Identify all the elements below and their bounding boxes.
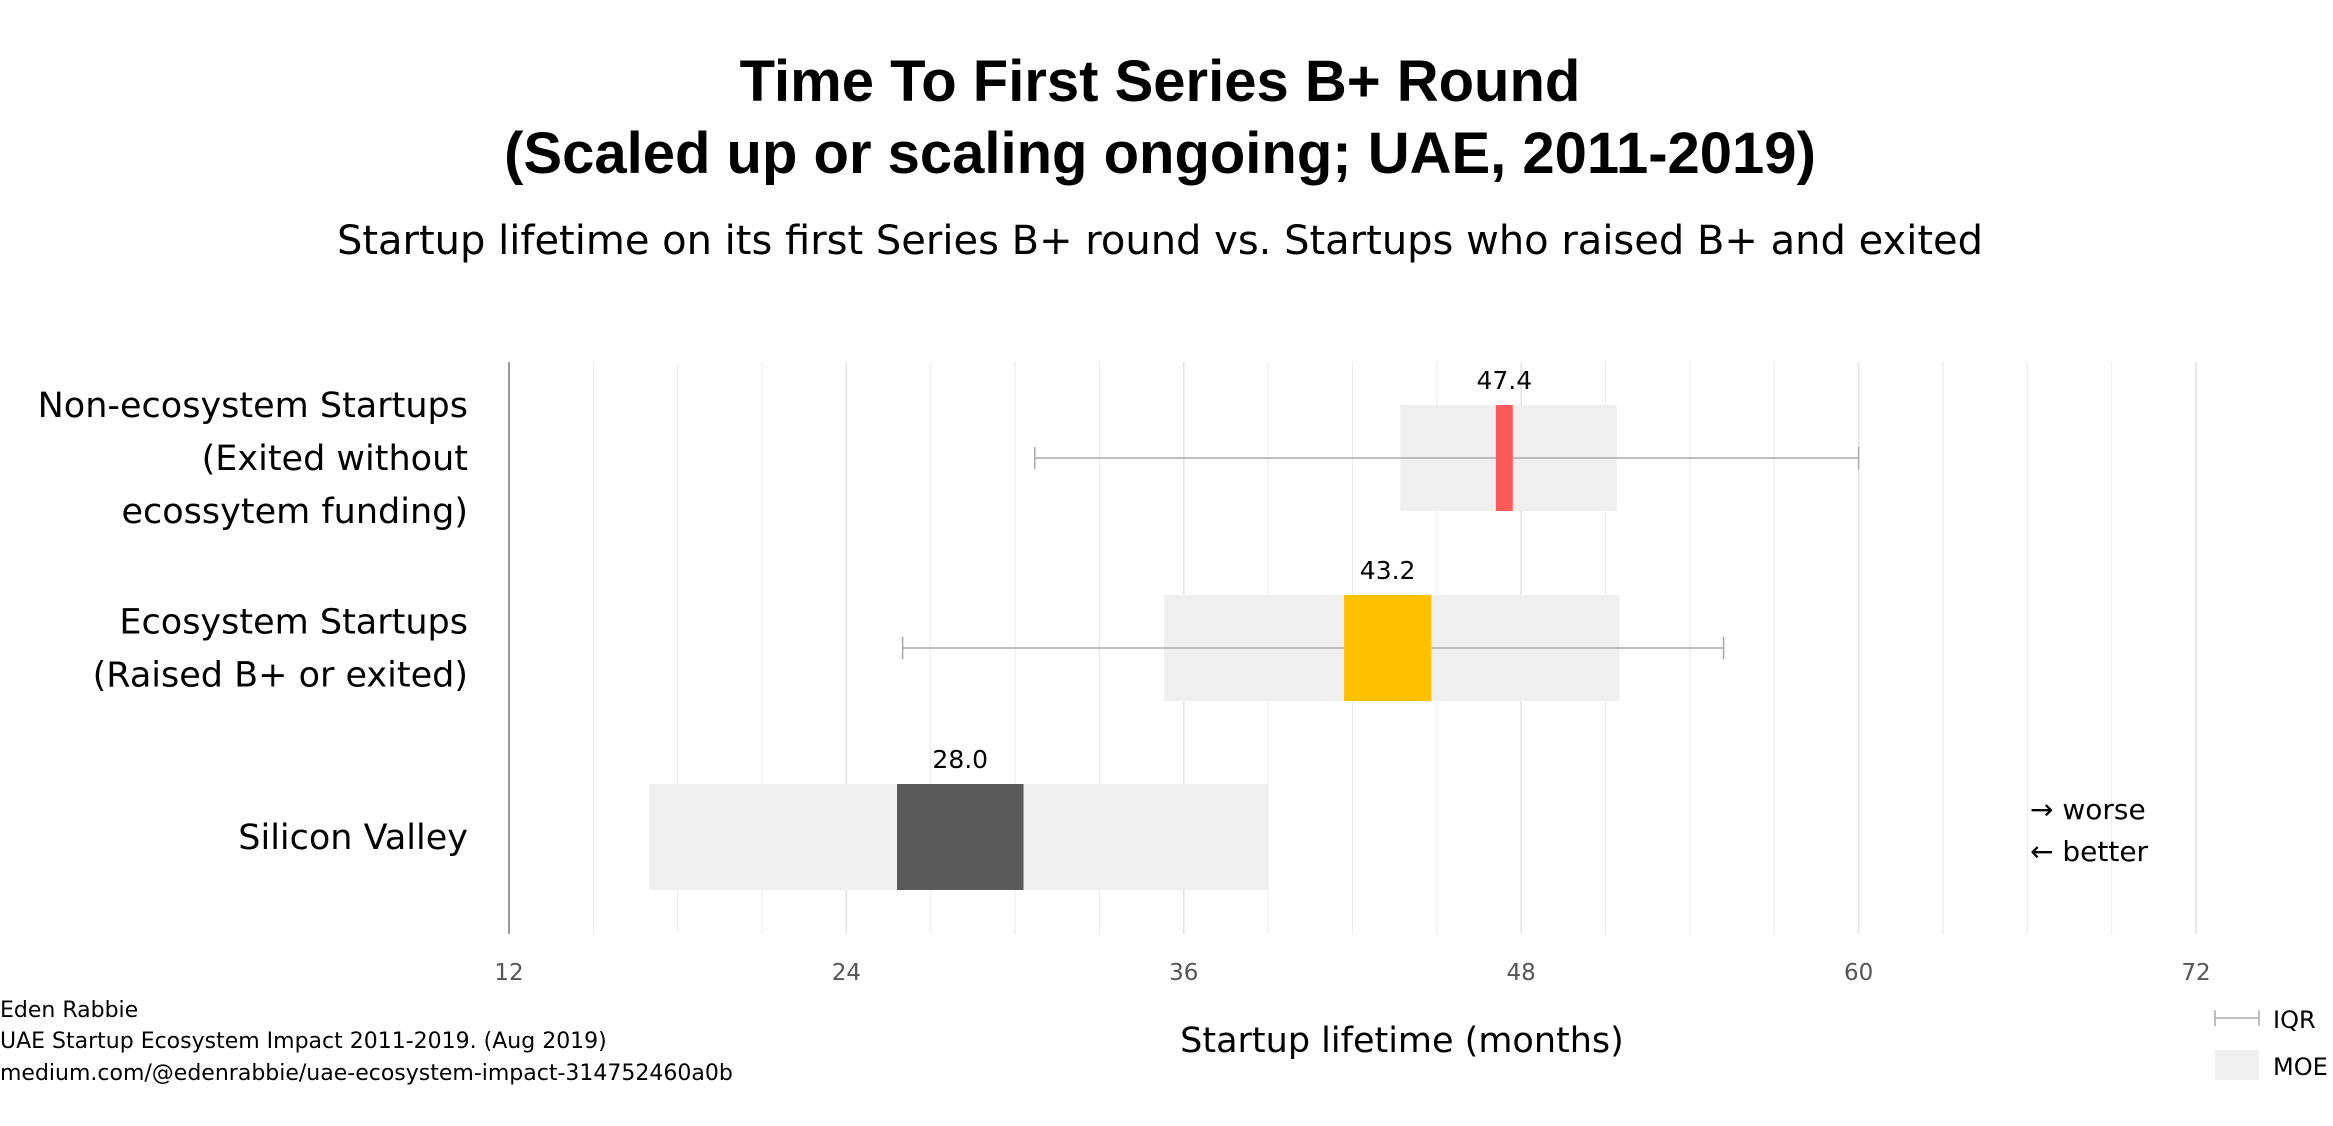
category-label: (Exited without <box>202 439 468 479</box>
x-tick-labels: 12 24 36 48 60 72 <box>494 960 2210 986</box>
median-bar <box>1495 405 1513 511</box>
median-bar <box>1344 595 1432 701</box>
x-tick-label: 60 <box>1844 960 1873 986</box>
category-label: Non-ecosystem Startups <box>38 386 468 426</box>
chart-subtitle: Startup lifetime on its first Series B+ … <box>337 218 1983 264</box>
plot-area: 47.4 43.2 28.0 <box>649 366 1860 890</box>
category-label: Silicon Valley <box>238 818 468 858</box>
legend: IQR MOE <box>2214 1006 2328 1081</box>
credit-source: UAE Startup Ecosystem Impact 2011-2019. … <box>0 1029 607 1054</box>
chart-title-line-2: (Scaled up or scaling ongoing; UAE, 2011… <box>504 121 1816 186</box>
credit-url: medium.com/@edenrabbie/uae-ecosystem-imp… <box>0 1061 733 1086</box>
legend-iqr-label: IQR <box>2273 1006 2316 1034</box>
direction-note-worse: → worse <box>2030 793 2146 826</box>
median-value-label: 47.4 <box>1476 366 1532 395</box>
category-labels: Non-ecosystem Startups (Exited without eco… <box>38 386 468 858</box>
category-label: (Raised B+ or exited) <box>93 656 468 696</box>
x-tick-label: 72 <box>2181 960 2210 986</box>
credit-author: Eden Rabbie <box>0 998 138 1023</box>
category-label: Ecosystem Startups <box>119 603 468 643</box>
legend-moe-label: MOE <box>2273 1053 2328 1081</box>
median-bar <box>897 784 1024 890</box>
legend-iqr-icon <box>2214 1010 2260 1026</box>
median-value-label: 43.2 <box>1360 556 1416 585</box>
median-value-label: 28.0 <box>932 745 988 774</box>
category-label: ecossytem funding) <box>121 492 468 532</box>
chart-title-line-1: Time To First Series B+ Round <box>740 49 1581 114</box>
x-tick-label: 36 <box>1169 960 1198 986</box>
x-tick-label: 24 <box>832 960 861 986</box>
legend-moe-swatch <box>2215 1050 2259 1080</box>
x-tick-label: 12 <box>494 960 523 986</box>
direction-note-better: ← better <box>2030 835 2149 868</box>
x-axis-label: Startup lifetime (months) <box>1180 1021 1624 1061</box>
x-tick-label: 48 <box>1507 960 1536 986</box>
